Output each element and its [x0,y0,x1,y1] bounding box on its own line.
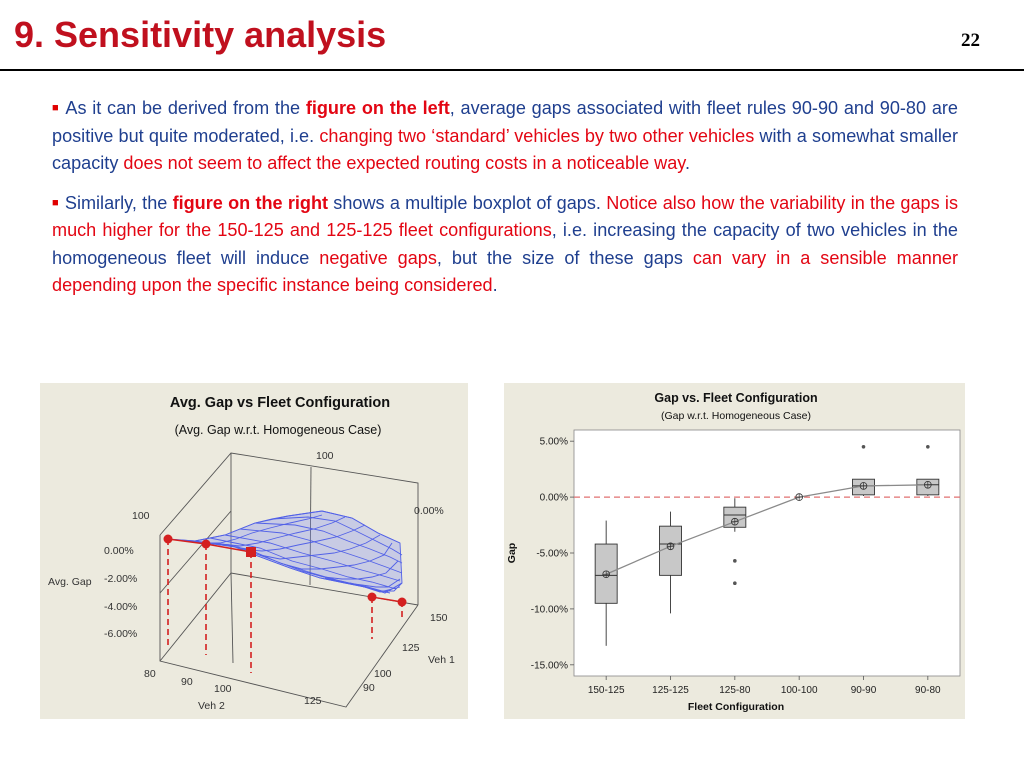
x-tick-label: 90-80 [915,685,941,696]
y-tick-label: 5.00% [540,437,568,448]
z-tick-3: -6.00% [104,628,137,640]
outlier-point [861,444,866,449]
p1-text-3: with a somewhat smaller capacity [52,125,958,174]
boxplot-chart: Gap vs. Fleet Configuration (Gap w.r.t. … [506,391,961,713]
p2-text-1: Similarly, the [64,192,173,213]
p2-highlight-1: figure on the right [172,192,329,213]
marker-square [246,547,256,557]
title-divider [0,69,1024,71]
veh1-tick-0: 150 [430,612,448,624]
p1-highlight-2: changing two ‘standard’ vehicles by two … [319,125,755,146]
p1-text-4: . [685,153,691,173]
outlier-point [733,581,737,585]
box [659,525,682,576]
plot-area [573,429,961,677]
y-tick-label: -15.00% [531,660,568,671]
back-top-tick: 100 [316,450,334,462]
veh2-tick-2: 100 [214,683,232,695]
boxplot-subtitle: (Gap w.r.t. Homogeneous Case) [661,410,811,422]
slide-body: ■ As it can be derived from the figure on… [52,95,958,312]
marker-point [201,539,211,549]
y-tick-label: 0.00% [540,493,568,504]
red-markers [163,534,407,607]
boxplot-panel: Gap vs. Fleet Configuration (Gap w.r.t. … [504,383,965,719]
p1-text-1: As it can be derived from the [65,98,306,118]
paragraph-1: ■ As it can be derived from the figure on… [52,95,958,178]
surface-plot-box [159,452,419,708]
x-tick-label: 150-125 [588,685,625,696]
slide-title: 9. Sensitivity analysis [14,14,387,55]
z-top-tick: 100 [132,510,150,522]
z-tick-0: 0.00% [104,545,134,557]
surface-plot-subtitle: (Avg. Gap w.r.t. Homogeneous Case) [175,423,382,437]
p2-text-5: . [492,275,498,295]
y-tick-label: -10.00% [531,604,568,615]
x-tick-label: 125-125 [652,685,689,696]
surface-plot: Avg. Gap vs Fleet Configuration (Avg. Ga… [48,395,455,712]
veh1-tick-3: 90 [363,682,375,694]
outlier-point [926,444,930,449]
x-axis-label: Fleet Configuration [688,701,784,713]
veh2-tick-3: 125 [304,695,322,707]
surface-plot-title: Avg. Gap vs Fleet Configuration [170,395,390,411]
p1-text-2: , average gaps associated with fleet rul… [52,98,958,146]
boxplot-title: Gap vs. Fleet Configuration [654,391,817,405]
veh2-axis-label: Veh 2 [198,700,225,712]
paragraph-2: ■ Similarly, the figure on the right show… [52,190,958,300]
z-tick-2: -4.00% [104,601,137,613]
z-axis-label: Avg. Gap [48,576,92,588]
outlier-point [733,559,737,563]
bullet-icon: ■ [52,102,60,114]
p2-text-3: , i.e. increasing the capacity of two ve… [52,220,958,268]
x-tick-label: 100-100 [781,685,818,696]
page-number: 22 [961,30,980,51]
veh2-tick-0: 80 [144,668,156,680]
p2-highlight-4: can vary in a sensible manner depending … [52,247,958,296]
p1-highlight-3: does not seem to affect the expected rou… [123,153,685,173]
p1-highlight-1: figure on the left [305,98,450,118]
y-tick-label: -5.00% [536,549,568,560]
back-right-tick: 0.00% [414,505,444,517]
p2-highlight-3: negative gaps [319,247,437,268]
marker-point [163,534,173,544]
bullet-icon: ■ [52,196,59,209]
veh2-tick-1: 90 [181,676,193,688]
x-tick-label: 90-90 [851,685,877,696]
p2-text-2: shows a multiple boxplot of gaps. [328,192,607,213]
surface-plot-panel: Avg. Gap vs Fleet Configuration (Avg. Ga… [40,383,468,719]
z-tick-1: -2.00% [104,573,137,585]
veh1-tick-2: 100 [374,668,392,680]
mean-connect-line [605,484,928,575]
surface-mesh [167,510,403,594]
veh1-axis-label: Veh 1 [428,654,455,666]
veh1-tick-1: 125 [402,642,420,654]
marker-point [367,592,377,602]
y-axis-label: Gap [506,543,518,563]
p2-text-4: , but the size of these gaps [436,247,693,268]
p2-highlight-2: Notice also how the variability in the g… [52,192,958,241]
marker-point [397,597,407,607]
x-tick-label: 125-80 [719,685,751,696]
